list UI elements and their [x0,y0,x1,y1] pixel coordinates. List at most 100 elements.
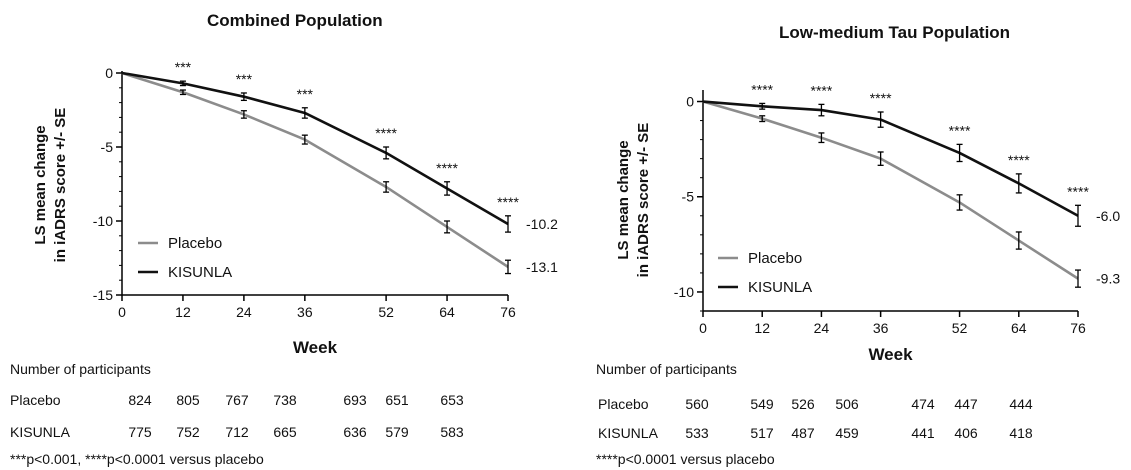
error-bar-placebo [1075,269,1081,288]
significance-marker: **** [811,82,833,98]
participants-cell-placebo: 738 [273,392,297,408]
x-tick-label: 24 [236,304,252,320]
x-tick-label: 52 [378,304,394,320]
participants-cell-placebo: 805 [176,392,200,408]
participants-cell-kisunla: 665 [273,424,297,440]
significance-marker: **** [1067,183,1089,199]
participants-cell-placebo: 824 [128,392,152,408]
footnote: ****p<0.0001 versus placebo [596,451,775,467]
x-axis-label: Week [293,338,338,357]
y-axis-label: LS mean change [32,125,49,244]
participants-cell-kisunla: 583 [440,424,464,440]
participants-cell-kisunla: 775 [128,424,152,440]
legend-label-placebo: Placebo [748,250,802,267]
end-value-label-kisunla: -6.0 [1096,208,1120,224]
x-tick-label: 24 [814,320,830,336]
participants-cell-placebo: 526 [791,396,815,412]
y-tick-label: -5 [101,139,114,155]
participants-cell-placebo: 474 [911,396,935,412]
combined-population-chart: 0 -5 -10 -15 0 12 24 36 52 64 76 Week LS mean change… [32,59,558,357]
y-tick-label: -10 [674,284,694,300]
y-tick-label: 0 [686,94,694,110]
significance-marker: *** [236,71,253,87]
participants-cell-kisunla: 418 [1009,425,1033,441]
series-line-kisunla [121,71,509,226]
x-axis-label: Week [868,345,913,364]
error-bar-placebo [301,134,308,145]
participants-cell-placebo: 444 [1009,396,1033,412]
error-bar-kisunla [383,146,390,160]
error-bar-placebo [444,220,451,234]
y-tick-label: 0 [105,65,113,81]
participants-cell-kisunla: 752 [176,424,200,440]
x-tick-label: 12 [175,304,191,320]
participants-cell-kisunla: 636 [343,424,367,440]
error-bar-placebo [877,151,884,166]
y-axis-label: LS mean change [615,140,632,259]
error-bar-kisunla [759,102,766,110]
participants-heading: Number of participants [10,361,151,377]
error-bar-placebo [505,259,511,275]
error-bar-kisunla [818,103,825,117]
error-bar-placebo [179,89,186,96]
combined-population-panel: Combined Population 0 -5 -10 -15 0 12 24 36 52 64… [0,0,565,470]
significance-marker: **** [1008,152,1030,168]
x-tick-label: 12 [754,320,770,336]
error-bar-placebo [383,181,390,193]
participants-row-label-kisunla: KISUNLA [598,425,658,441]
y-tick-label: -5 [682,189,695,205]
error-bar-placebo [818,132,825,144]
x-tick-label: 0 [118,304,126,320]
participants-cell-kisunla: 517 [750,425,774,441]
y-axis-label: in iADRS score +/- SE [635,123,652,278]
significance-marker: **** [949,122,971,138]
chart-title: Low-medium Tau Population [779,23,1011,42]
x-tick-label: 64 [439,304,455,320]
participants-cell-placebo: 506 [835,396,859,412]
participants-cell-kisunla: 712 [225,424,249,440]
x-tick-label: 76 [1070,320,1086,336]
x-tick-label: 0 [699,320,707,336]
significance-marker: **** [375,125,397,141]
x-tick-label: 52 [952,320,968,336]
significance-marker: **** [436,160,458,176]
error-bar-kisunla [1015,173,1022,194]
y-tick-label: -10 [93,213,113,229]
participants-heading: Number of participants [596,361,737,377]
error-bar-placebo [759,115,766,123]
x-tick-label: 76 [500,304,516,320]
error-bar-kisunla [956,143,963,163]
footnote: ***p<0.001, ****p<0.0001 versus placebo [10,451,264,467]
legend-label-placebo: Placebo [168,235,222,252]
participants-row-label-kisunla: KISUNLA [10,424,70,440]
participants-cell-placebo: 560 [685,396,709,412]
participants-row-label-placebo: Placebo [10,392,61,408]
error-bar-kisunla [505,215,511,233]
participants-cell-placebo: 693 [343,392,367,408]
y-tick-label: -15 [93,287,113,303]
participants-cell-kisunla: 441 [911,425,935,441]
participants-row-label-placebo: Placebo [598,396,649,412]
participants-cell-placebo: 447 [954,396,978,412]
end-value-label-kisunla: -10.2 [526,216,558,232]
significance-marker: **** [870,90,892,106]
participants-cell-placebo: 651 [385,392,409,408]
error-bar-kisunla [301,107,308,119]
end-value-label-placebo: -13.1 [526,259,558,275]
significance-marker: *** [175,59,192,75]
participants-cell-kisunla: 406 [954,425,978,441]
legend-label-kisunla: KISUNLA [748,279,812,296]
x-tick-label: 36 [873,320,889,336]
low-medium-tau-chart: 0 -5 -10 0 12 24 36 52 64 76 Week LS mean change in … [615,81,1120,364]
x-tick-label: 36 [297,304,313,320]
error-bar-kisunla [179,80,186,87]
chart-title: Combined Population [207,11,383,30]
participants-cell-kisunla: 579 [385,424,409,440]
participants-cell-placebo: 653 [440,392,464,408]
significance-marker: **** [497,194,519,210]
end-value-label-placebo: -9.3 [1096,271,1120,287]
legend-label-kisunla: KISUNLA [168,264,232,281]
low-medium-tau-panel: Low-medium Tau Population 0 -5 -10 0 12 24 36 5… [566,0,1131,470]
participants-cell-kisunla: 487 [791,425,815,441]
significance-marker: **** [751,81,773,97]
